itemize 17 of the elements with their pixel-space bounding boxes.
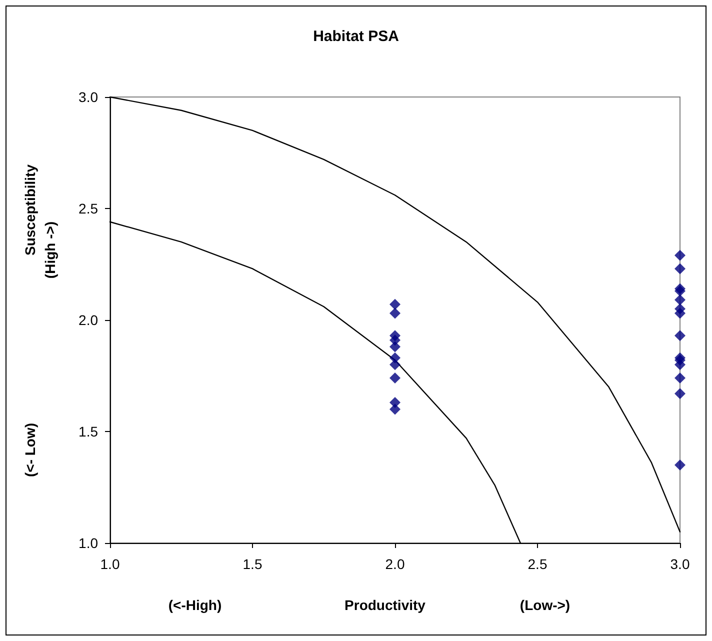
x-tick-label: 2.0 — [385, 556, 405, 572]
chart-title: Habitat PSA — [313, 28, 400, 45]
y-tick-label: 2.5 — [78, 200, 98, 216]
x-axis-title: Productivity — [344, 597, 426, 613]
y-tick-label: 1.0 — [78, 535, 98, 551]
x-tick-label: 3.0 — [670, 556, 690, 572]
y-tick-label: 3.0 — [78, 89, 98, 105]
y-tick-label: 2.0 — [78, 312, 98, 328]
text: (<- Low) — [22, 422, 38, 478]
x-tick-label: 1.5 — [242, 556, 262, 572]
text: (Low->) — [520, 597, 570, 613]
x-tick-label: 1.0 — [100, 556, 120, 572]
x-tick-label: 2.5 — [528, 556, 548, 572]
y-tick-label: 1.5 — [78, 424, 98, 440]
text: (<-High) — [168, 597, 222, 613]
text: (High ->) — [42, 221, 58, 279]
y-axis-title: Susceptibility — [22, 164, 38, 256]
